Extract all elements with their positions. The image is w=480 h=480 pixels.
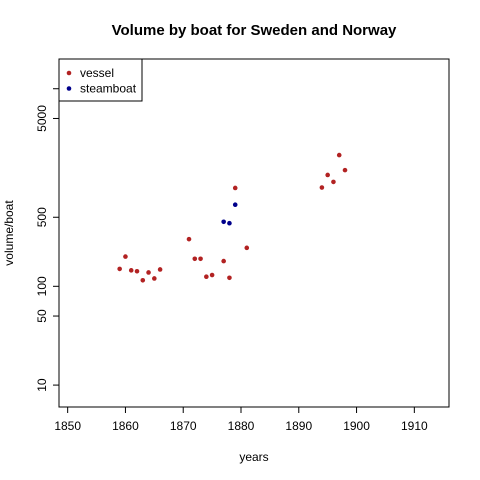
legend-label-vessel: vessel: [80, 66, 114, 80]
point-vessel: [325, 172, 330, 178]
legend-box: [58, 58, 143, 102]
legend-marker-steamboat: [66, 86, 72, 91]
point-vessel: [117, 266, 122, 272]
x-axis: 1850 1860 1870 1880 1890 1900 1910: [54, 406, 428, 433]
x-tick-label: 1870: [170, 419, 197, 433]
point-steamboat: [227, 220, 232, 226]
point-vessel: [134, 268, 140, 274]
data-points: [117, 152, 348, 283]
y-tick-label: 5000: [35, 105, 49, 132]
x-tick-label: 1900: [343, 419, 370, 433]
point-vessel: [140, 278, 146, 283]
point-vessel: [336, 152, 342, 158]
point-vessel: [331, 179, 336, 185]
point-vessel: [123, 254, 128, 259]
point-vessel: [319, 185, 325, 190]
legend-marker-vessel: [66, 70, 72, 76]
x-tick-label: 1880: [228, 419, 255, 433]
x-tick-label: 1850: [54, 419, 81, 433]
y-tick-label: 500: [35, 207, 49, 227]
point-vessel: [244, 245, 250, 251]
point-vessel: [342, 167, 348, 173]
x-tick-label: 1890: [285, 419, 312, 433]
x-axis-label: years: [239, 450, 268, 464]
y-tick-label: 10: [35, 378, 49, 392]
point-steamboat: [221, 219, 226, 225]
y-tick-label: 50: [35, 309, 49, 323]
point-steamboat: [232, 202, 238, 208]
point-vessel: [198, 256, 203, 262]
legend-label-steamboat: steamboat: [80, 82, 137, 96]
plot-area: [58, 58, 450, 408]
point-vessel: [128, 268, 134, 273]
point-vessel: [232, 185, 238, 191]
x-tick-label: 1910: [401, 419, 428, 433]
chart-title: Volume by boat for Sweden and Norway: [112, 22, 397, 39]
y-tick-label: 100: [35, 276, 49, 296]
point-vessel: [221, 258, 226, 264]
y-axis-label: volume/boat: [2, 200, 16, 266]
point-vessel: [192, 256, 198, 262]
point-vessel: [209, 272, 215, 278]
point-vessel: [186, 236, 192, 242]
point-vessel: [227, 275, 232, 281]
y-axis: 10 50 100 500 5000: [35, 88, 60, 392]
point-vessel: [152, 276, 157, 281]
x-tick-label: 1860: [112, 419, 139, 433]
point-vessel: [157, 267, 163, 272]
point-vessel: [204, 274, 209, 280]
point-vessel: [146, 270, 151, 275]
legend: vessel steamboat: [58, 58, 143, 102]
